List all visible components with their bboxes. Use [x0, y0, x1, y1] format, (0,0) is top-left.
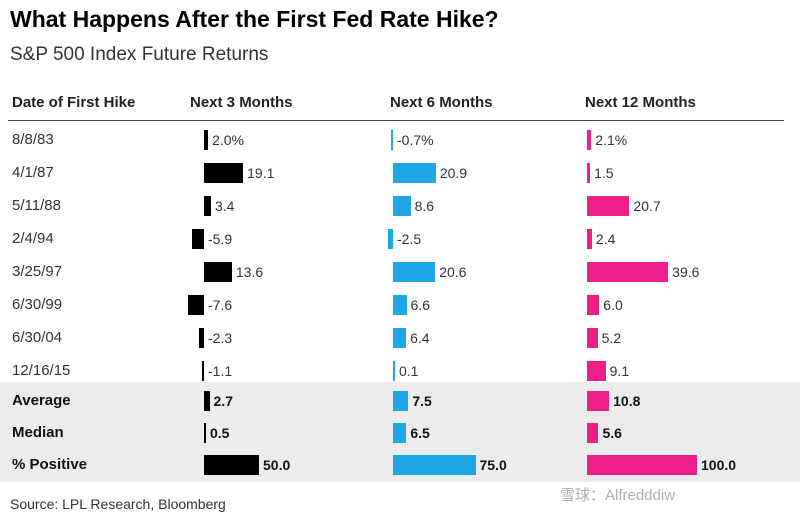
- value-5-11-88-col2: 8.6: [414, 198, 435, 214]
- chart-title: What Happens After the First Fed Rate Hi…: [10, 6, 499, 32]
- bar-positive-col1: [204, 455, 259, 475]
- row-label-6-30-04: 6/30/04: [12, 329, 63, 346]
- value-average-col3: 10.8: [613, 393, 641, 409]
- chart-subtitle: S&P 500 Index Future Returns: [10, 44, 269, 65]
- value-5-11-88-col1: 3.4: [214, 198, 235, 214]
- row-label-2-4-94: 2/4/94: [12, 230, 54, 247]
- value-5-11-88-col3: 20.7: [633, 198, 661, 214]
- row-label-positive: % Positive: [12, 456, 88, 473]
- bar-average-col2: [393, 391, 409, 411]
- bar-average-col3: [587, 391, 610, 411]
- row-label-median: Median: [12, 424, 64, 441]
- value-6-30-99-col3: 6.0: [603, 297, 623, 313]
- value-3-25-97-col2: 20.6: [439, 264, 467, 280]
- bar-positive-col2: [393, 455, 476, 475]
- row-label-4-1-87: 4/1/87: [12, 164, 54, 181]
- value-4-1-87-col2: 20.9: [439, 165, 468, 181]
- value-median-col3: 5.6: [602, 425, 622, 441]
- bar-6-30-99-col2: [393, 295, 407, 315]
- value-positive-col3: 100.0: [701, 457, 737, 473]
- row-label-6-30-99: 6/30/99: [12, 296, 63, 313]
- value-3-25-97-col1: 13.6: [235, 264, 264, 280]
- bar-median-col1: [204, 423, 206, 443]
- value-2-4-94-col3: 2.4: [595, 231, 616, 247]
- bar-2-4-94-col1: [191, 229, 204, 249]
- bar-6-30-99-col3: [587, 295, 600, 315]
- bar-4-1-87-col1: [204, 163, 244, 183]
- value-2-4-94-col1: -5.9: [208, 231, 233, 247]
- bar-average-col1: [204, 391, 210, 411]
- value-positive-col2: 75.0: [479, 457, 507, 473]
- value-positive-col1: 50.0: [263, 457, 291, 473]
- value-6-30-04-col2: 6.4: [410, 330, 430, 346]
- value-8-8-83-col3: 2.1%: [595, 132, 628, 148]
- value-6-30-99-col2: 6.6: [410, 297, 430, 313]
- value-6-30-04-col3: 5.2: [601, 330, 622, 346]
- value-2-4-94-col2: -2.5: [397, 231, 422, 247]
- bar-6-30-04-col3: [587, 328, 598, 348]
- bar-6-30-04-col1: [199, 328, 204, 348]
- bar-4-1-87-col2: [393, 163, 436, 183]
- column-header-3m: Next 3 Months: [190, 94, 293, 111]
- column-header-12m: Next 12 Months: [585, 94, 696, 111]
- watermark: 雪球：Alfredddiw: [560, 487, 676, 504]
- bar-6-30-04-col2: [393, 328, 407, 348]
- bar-6-30-99-col1: [188, 295, 204, 315]
- bar-8-8-83-col2: [391, 130, 393, 150]
- row-label-5-11-88: 5/11/88: [12, 197, 61, 214]
- column-header-6m: Next 6 Months: [390, 94, 493, 111]
- value-8-8-83-col1: 2.0%: [212, 132, 245, 148]
- bar-3-25-97-col2: [393, 262, 436, 282]
- bar-12-16-15-col1: [201, 361, 204, 381]
- bar-2-4-94-col2: [387, 229, 393, 249]
- bar-12-16-15-col2: [393, 361, 395, 381]
- bar-median-col3: [587, 423, 599, 443]
- value-6-30-99-col1: -7.6: [208, 297, 233, 313]
- row-label-average: Average: [12, 392, 71, 409]
- value-median-col1: 0.5: [210, 425, 230, 441]
- bar-2-4-94-col3: [587, 229, 592, 249]
- value-average-col1: 2.7: [213, 393, 233, 409]
- value-8-8-83-col2: -0.7%: [397, 132, 434, 148]
- source-note: Source: LPL Research, Bloomberg: [10, 496, 226, 512]
- bar-5-11-88-col1: [204, 196, 211, 216]
- value-median-col2: 6.5: [410, 425, 430, 441]
- bar-positive-col3: [587, 455, 697, 475]
- value-3-25-97-col3: 39.6: [672, 264, 700, 280]
- row-label-3-25-97: 3/25/97: [12, 263, 63, 280]
- bar-3-25-97-col3: [587, 262, 669, 282]
- header-divider: [8, 120, 784, 121]
- bar-5-11-88-col2: [393, 196, 411, 216]
- bar-12-16-15-col3: [587, 361, 606, 381]
- bar-4-1-87-col3: [587, 163, 591, 183]
- value-12-16-15-col2: 0.1: [399, 363, 419, 379]
- bar-8-8-83-col3: [587, 130, 592, 150]
- value-average-col2: 7.5: [412, 393, 432, 409]
- value-12-16-15-col3: 9.1: [609, 363, 630, 379]
- row-label-12-16-15: 12/16/15: [12, 362, 71, 379]
- bar-8-8-83-col1: [204, 130, 209, 150]
- bar-median-col2: [393, 423, 407, 443]
- row-header: Date of First Hike: [12, 94, 136, 111]
- bar-3-25-97-col1: [204, 262, 232, 282]
- value-4-1-87-col1: 19.1: [247, 165, 275, 181]
- value-12-16-15-col1: -1.1: [208, 363, 233, 379]
- value-4-1-87-col3: 1.5: [594, 165, 614, 181]
- value-6-30-04-col1: -2.3: [208, 330, 233, 346]
- row-label-8-8-83: 8/8/83: [12, 131, 54, 148]
- bar-5-11-88-col3: [587, 196, 630, 216]
